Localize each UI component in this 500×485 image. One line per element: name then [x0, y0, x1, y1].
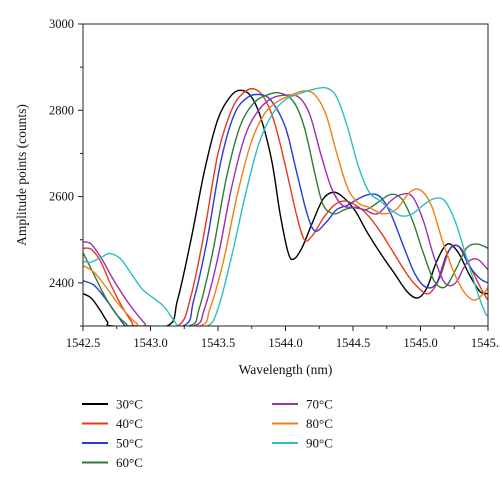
series-line-3 [83, 93, 488, 326]
x-tick-label: 1543.5 [201, 336, 235, 350]
series-line-7 [83, 86, 488, 326]
x-tick-label: 1544.5 [336, 336, 370, 350]
legend-label: 30°C [116, 397, 143, 412]
x-tick-label: 1545.5 [471, 336, 500, 350]
x-tick-label: 1543.0 [133, 336, 167, 350]
series-layer [83, 86, 488, 326]
legend-label: 60°C [116, 455, 143, 470]
y-tick-label: 2400 [49, 276, 74, 290]
legend-label: 40°C [116, 416, 143, 431]
series-line-5 [83, 94, 488, 326]
legend-label: 90°C [306, 436, 333, 451]
legend-label: 80°C [306, 416, 333, 431]
legend: 30°C 40°C 50°C 60°C 70°C 80°C 90°C [82, 397, 333, 470]
x-tick-label: 1545.0 [403, 336, 437, 350]
x-axis-label: Wavelength (nm) [239, 362, 333, 377]
legend-label: 50°C [116, 436, 143, 451]
legend-label: 70°C [306, 397, 333, 412]
y-tick-label: 3000 [49, 17, 74, 31]
y-tick-label: 2600 [49, 190, 74, 204]
plot-frame [82, 23, 489, 327]
x-tick-label: 1542.5 [66, 336, 100, 350]
axis-ticks: 1542.5 1543.0 1543.5 1544.0 1544.5 1545.0 1545… [49, 17, 500, 350]
x-tick-label: 1544.0 [268, 336, 302, 350]
series-line-6 [83, 90, 488, 326]
y-axis-label: Amplitude points (counts) [14, 104, 29, 246]
series-line-2 [83, 87, 488, 326]
series-line-1 [83, 89, 488, 326]
series-line-4 [83, 91, 488, 326]
y-tick-label: 2800 [49, 103, 74, 117]
